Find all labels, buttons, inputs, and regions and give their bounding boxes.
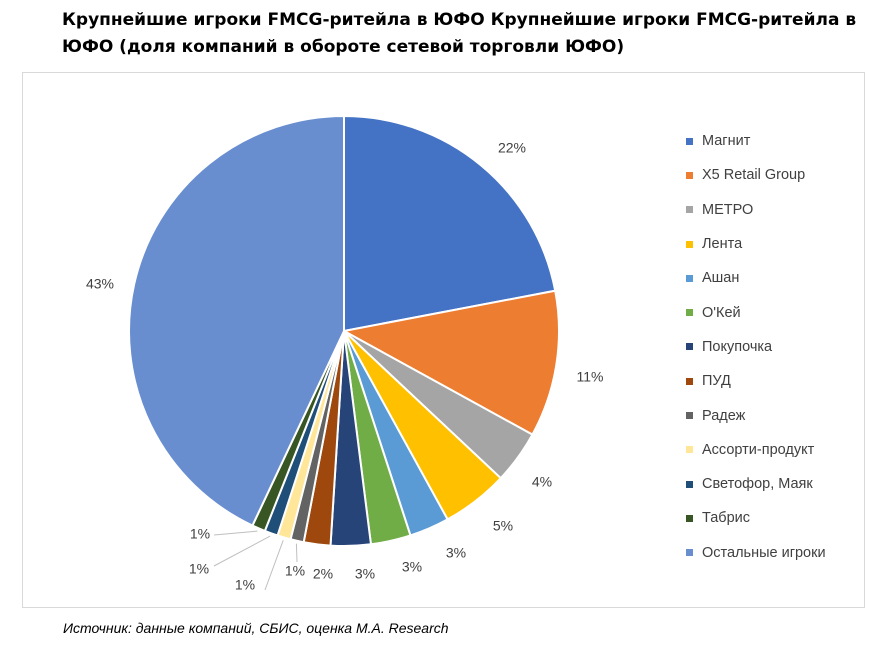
legend-item: О'Кей — [686, 295, 826, 329]
legend-label: Ассорти-продукт — [702, 441, 815, 458]
leader-line — [213, 530, 258, 536]
data-labels: 22% 11% 4% 5% 3% 3% 3% 2% 1% 1% 1% 1% 43% — [86, 140, 604, 593]
data-label: 1% — [189, 561, 209, 577]
legend-item: Магнит — [686, 124, 826, 158]
legend-label: Магнит — [702, 133, 751, 150]
legend-item: X5 Retail Group — [686, 158, 826, 192]
data-label: 11% — [577, 369, 604, 385]
legend-swatch — [686, 171, 693, 179]
legend-swatch — [686, 240, 693, 248]
leader-line — [264, 540, 284, 591]
legend-swatch — [686, 377, 693, 385]
legend-label: ПУД — [702, 373, 731, 390]
pie-slice — [341, 289, 560, 436]
legend-label: Светофор, Маяк — [702, 476, 813, 493]
legend-swatch — [686, 480, 693, 488]
data-label: 5% — [493, 518, 513, 534]
source-note: Источник: данные компаний, СБИС, оценка … — [63, 620, 449, 636]
legend-label: X5 Retail Group — [702, 167, 806, 184]
leader-lines — [213, 530, 298, 591]
data-label: 2% — [313, 566, 333, 582]
legend-item: Лента — [686, 227, 826, 261]
legend-swatch — [686, 549, 693, 557]
legend-label: Покупочка — [702, 338, 773, 355]
pie-slices — [128, 114, 560, 547]
legend-label: О'Кей — [702, 304, 741, 321]
leader-line — [213, 535, 271, 567]
legend-swatch — [686, 446, 693, 454]
data-label: 43% — [86, 276, 114, 292]
legend-label: Остальные игроки — [702, 544, 826, 561]
legend-item: Остальные игроки — [686, 536, 826, 570]
pie-slice — [128, 114, 345, 527]
legend-item: Табрис — [686, 501, 826, 535]
legend: Магнит X5 Retail Group МЕТРО Лента Ашан О'Кей… — [686, 124, 826, 570]
legend-swatch — [686, 309, 693, 317]
data-label: 3% — [446, 545, 466, 561]
legend-label: Радеж — [702, 407, 746, 424]
legend-label: Ашан — [702, 270, 740, 287]
data-label: 1% — [285, 563, 305, 579]
pie-slice — [343, 114, 557, 333]
data-label: 3% — [355, 566, 375, 582]
legend-item: Светофор, Маяк — [686, 467, 826, 501]
chart-title: Крупнейшие игроки FMCG-ритейла в ЮФО Кру… — [62, 10, 857, 57]
legend-item: Ашан — [686, 261, 826, 295]
data-label: 3% — [402, 559, 422, 575]
legend-swatch — [686, 206, 693, 214]
legend-swatch — [686, 274, 693, 282]
legend-swatch — [686, 412, 693, 420]
data-label: 22% — [498, 140, 526, 156]
legend-label: Табрис — [702, 510, 750, 527]
legend-item: ПУД — [686, 364, 826, 398]
legend-swatch — [686, 514, 693, 522]
legend-item: Ассорти-продукт — [686, 433, 826, 467]
legend-item: Радеж — [686, 398, 826, 432]
legend-swatch — [686, 137, 693, 145]
legend-label: МЕТРО — [702, 201, 754, 218]
legend-label: Лента — [702, 236, 743, 253]
data-label: 1% — [190, 526, 210, 542]
legend-item: Покупочка — [686, 330, 826, 364]
data-label: 4% — [532, 474, 552, 490]
data-label: 1% — [235, 577, 255, 593]
legend-swatch — [686, 343, 693, 351]
legend-item: МЕТРО — [686, 193, 826, 227]
leader-line — [295, 543, 298, 563]
